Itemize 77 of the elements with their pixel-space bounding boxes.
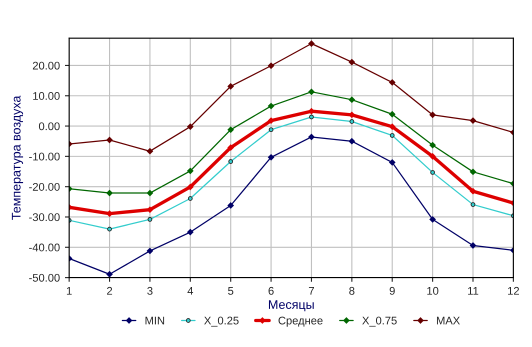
x-tick-label: 7 <box>308 287 314 295</box>
point <box>228 144 234 151</box>
point <box>348 138 356 144</box>
point <box>228 159 234 164</box>
point <box>430 170 435 175</box>
y-tick-label: -40.00 <box>29 244 60 252</box>
x-tick-label: 2 <box>107 286 112 295</box>
x-tick-label: 8 <box>349 286 354 295</box>
x-axis-title: Месяцы <box>268 300 314 312</box>
point <box>148 217 152 222</box>
line-series <box>69 114 514 232</box>
x-tick-label: 3 <box>147 286 153 295</box>
x-tick-label: 4 <box>187 287 194 295</box>
point <box>308 40 315 47</box>
point <box>228 126 234 133</box>
x-tick-label: 6 <box>268 286 274 295</box>
legend-label: Среднее <box>278 316 323 327</box>
point <box>228 83 234 90</box>
point <box>390 133 395 138</box>
point <box>268 154 274 160</box>
x-tick-label: 10 <box>427 286 438 295</box>
point <box>470 242 476 249</box>
point <box>188 196 193 201</box>
point <box>146 148 154 154</box>
point <box>308 134 315 140</box>
point <box>106 271 113 278</box>
legend-label: X_0.25 <box>204 316 239 327</box>
point <box>187 228 194 236</box>
y-tick-label: -30.00 <box>29 213 60 222</box>
point <box>429 153 436 160</box>
point <box>146 248 154 254</box>
point <box>389 111 396 118</box>
point <box>268 127 274 132</box>
point <box>348 58 356 66</box>
point <box>389 159 396 166</box>
legend-label: MIN <box>146 316 164 324</box>
y-tick-label: -10.00 <box>29 152 60 161</box>
point <box>106 190 113 196</box>
y-tick-label: -20.00 <box>29 182 60 191</box>
point <box>429 112 436 118</box>
point <box>146 206 154 213</box>
point <box>470 117 476 124</box>
legend-label: MAX <box>436 316 460 324</box>
point <box>146 190 154 196</box>
point <box>470 188 476 194</box>
point <box>389 124 396 130</box>
x-tick-label: 11 <box>468 287 478 295</box>
point <box>389 79 396 86</box>
legend-label: X_0.75 <box>362 316 397 327</box>
point <box>470 202 476 207</box>
point <box>268 62 274 69</box>
point <box>106 136 113 144</box>
point <box>470 168 476 175</box>
line-series <box>69 108 514 217</box>
point <box>348 96 356 103</box>
point <box>309 114 314 120</box>
point <box>308 88 315 95</box>
x-tick-label: 5 <box>228 287 234 295</box>
x-tick-label: 12 <box>508 286 519 295</box>
point <box>228 202 234 209</box>
y-tick-label: 20.00 <box>32 62 60 70</box>
point <box>349 119 354 124</box>
point <box>268 102 274 110</box>
x-tick-label: 9 <box>390 286 395 295</box>
point <box>187 184 194 190</box>
y-axis-title: Температура воздуха <box>12 96 24 220</box>
y-tick-label: -50.00 <box>29 274 60 282</box>
point <box>348 112 356 118</box>
x-tick-label: 1 <box>66 287 72 295</box>
point <box>187 168 194 174</box>
point <box>268 117 274 124</box>
point <box>187 124 194 130</box>
point <box>429 216 436 223</box>
y-tick-label: 0.00 <box>38 122 60 130</box>
y-tick-label: 10.00 <box>33 92 60 100</box>
point <box>107 226 112 232</box>
point <box>429 142 436 148</box>
